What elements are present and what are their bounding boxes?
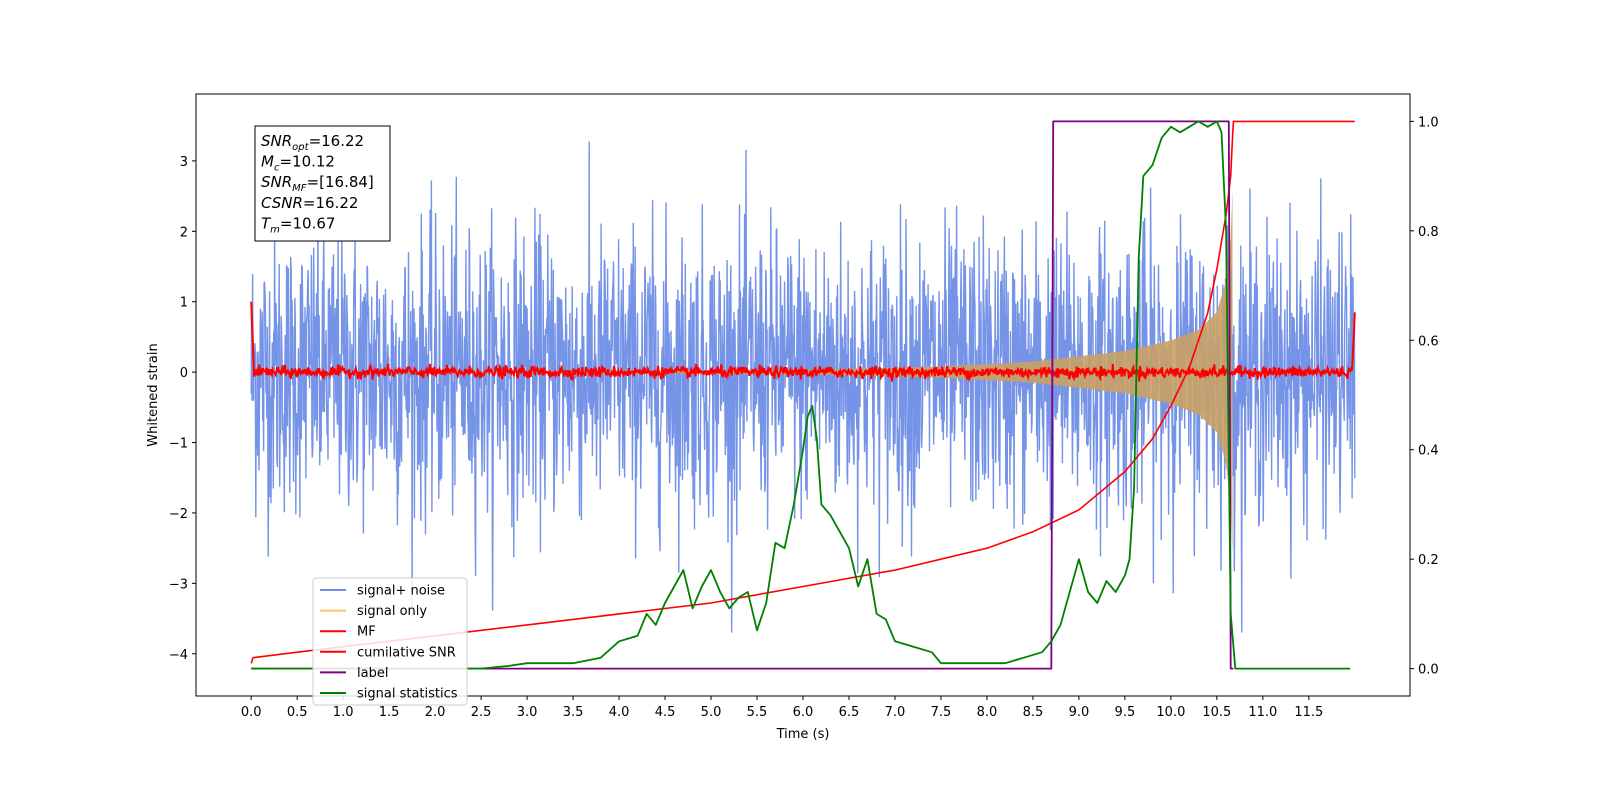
annotation-line: SNRMF=[16.84] bbox=[261, 173, 374, 194]
x-tick-label: 7.5 bbox=[931, 705, 952, 720]
series-signal-plus-noise bbox=[250, 141, 1356, 633]
x-tick-label: 10.5 bbox=[1202, 705, 1231, 720]
y-left-tick-label: 0 bbox=[180, 366, 188, 381]
annotation-symbol: SNR bbox=[261, 132, 292, 150]
x-tick-label: 3.0 bbox=[517, 705, 538, 720]
series-mf bbox=[250, 301, 1356, 383]
y-right-tick-label: 0.6 bbox=[1418, 334, 1439, 349]
x-tick-label: 4.5 bbox=[655, 705, 676, 720]
legend-label: MF bbox=[357, 625, 376, 640]
y-left-tick-label: −4 bbox=[169, 648, 188, 663]
x-tick-label: 11.5 bbox=[1294, 705, 1323, 720]
y-right-tick-label: 0.4 bbox=[1418, 444, 1439, 459]
annotation-subscript: opt bbox=[292, 142, 309, 153]
y-axis-left-label: Whitened strain bbox=[146, 343, 161, 446]
y-left-tick-label: −2 bbox=[169, 507, 188, 522]
x-tick-label: 6.5 bbox=[839, 705, 860, 720]
x-tick-label: 9.0 bbox=[1069, 705, 1090, 720]
x-tick-label: 5.5 bbox=[747, 705, 768, 720]
x-tick-label: 1.5 bbox=[379, 705, 400, 720]
annotation-line: Tm=10.67 bbox=[261, 214, 335, 235]
annotation-subscript: m bbox=[270, 224, 280, 235]
series-signal-statistics bbox=[251, 120, 1351, 670]
annotation-subscript: c bbox=[274, 163, 280, 174]
y-left-tick-label: 2 bbox=[180, 225, 188, 240]
legend-label: label bbox=[357, 666, 388, 681]
x-axis-ticks: 0.0 0.5 1.0 1.5 2.0 2.5 3.0 3.5 4.0 4.5 5.0 5.5 6.0 6… bbox=[241, 696, 1323, 720]
annotation-value: =10.12 bbox=[279, 153, 335, 171]
x-tick-label: 11.0 bbox=[1248, 705, 1277, 720]
annotation-value: =16.22 bbox=[309, 132, 365, 150]
annotation-symbol: SNR bbox=[261, 173, 292, 191]
annotation-subscript: MF bbox=[292, 183, 307, 194]
annotation-value: =16.22 bbox=[303, 194, 359, 212]
annotation-symbol: T bbox=[261, 214, 272, 232]
y-left-tick-label: 3 bbox=[180, 155, 188, 170]
y-right-tick-label: 0.0 bbox=[1418, 663, 1439, 678]
x-tick-label: 8.5 bbox=[1023, 705, 1044, 720]
legend: signal+ noise signal only MF cumilative SNR… bbox=[312, 577, 468, 706]
x-axis-label: Time (s) bbox=[776, 727, 830, 742]
series-label bbox=[251, 120, 1234, 670]
x-tick-label: 10.0 bbox=[1156, 705, 1185, 720]
y-right-tick-label: 0.8 bbox=[1418, 225, 1439, 240]
annotation-frame bbox=[254, 125, 391, 242]
stats-annotation-box: SNRopt=16.22Mc=10.12SNRMF=[16.84]CSNR=16… bbox=[254, 125, 391, 242]
annotation-symbol: M bbox=[261, 153, 274, 171]
annotation-symbol: CSNR bbox=[261, 194, 303, 212]
legend-label: cumilative SNR bbox=[357, 645, 456, 660]
annotation-line: Mc=10.12 bbox=[261, 153, 335, 174]
annotation-value: =[16.84] bbox=[307, 173, 374, 191]
legend-label: signal statistics bbox=[357, 687, 458, 702]
x-tick-label: 0.0 bbox=[241, 705, 262, 720]
x-tick-label: 5.0 bbox=[701, 705, 722, 720]
y-right-tick-label: 1.0 bbox=[1418, 115, 1439, 130]
x-tick-label: 3.5 bbox=[563, 705, 584, 720]
x-tick-label: 2.0 bbox=[425, 705, 446, 720]
annotation-line: SNRopt=16.22 bbox=[261, 132, 364, 153]
x-tick-label: 0.5 bbox=[287, 705, 308, 720]
legend-label: signal only bbox=[357, 604, 427, 619]
legend-frame bbox=[312, 577, 468, 706]
x-tick-label: 6.0 bbox=[793, 705, 814, 720]
x-tick-label: 8.0 bbox=[977, 705, 998, 720]
annotation-value: =10.67 bbox=[280, 214, 336, 232]
y-axis-right-ticks: 1.0 0.8 0.6 0.4 0.2 0.0 bbox=[1410, 115, 1439, 678]
x-tick-label: 2.5 bbox=[471, 705, 492, 720]
x-tick-label: 1.0 bbox=[333, 705, 354, 720]
annotation-line: CSNR=16.22 bbox=[261, 194, 358, 212]
legend-label: signal+ noise bbox=[357, 584, 445, 599]
x-tick-label: 7.0 bbox=[885, 705, 906, 720]
y-left-tick-label: −3 bbox=[169, 577, 188, 592]
y-left-tick-label: −1 bbox=[169, 437, 188, 452]
y-axis-left-ticks: 3 2 1 0 −1 −2 −3 −4 bbox=[169, 155, 196, 663]
y-right-tick-label: 0.2 bbox=[1418, 553, 1439, 568]
y-left-tick-label: 1 bbox=[180, 296, 188, 311]
x-tick-label: 4.0 bbox=[609, 705, 630, 720]
x-tick-label: 9.5 bbox=[1115, 705, 1136, 720]
